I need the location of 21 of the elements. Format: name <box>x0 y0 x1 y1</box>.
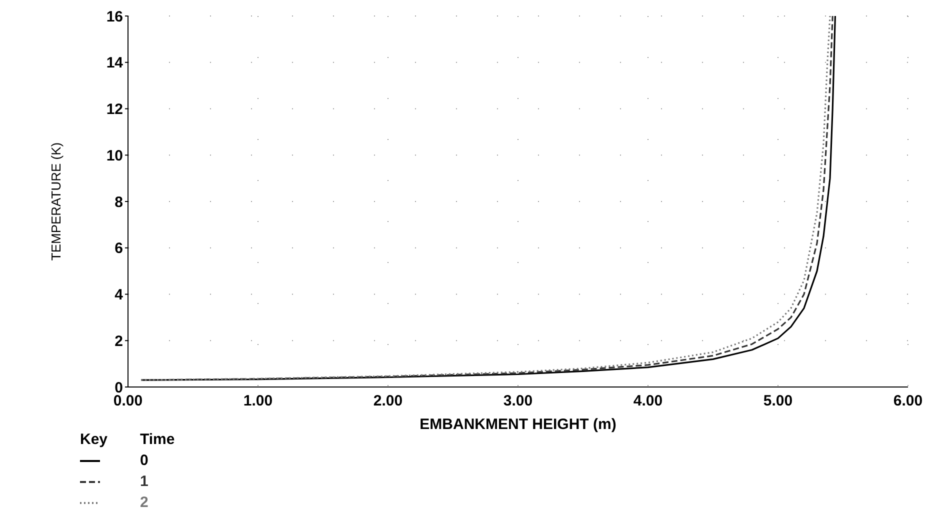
y-tick-label: 10 <box>106 147 123 164</box>
y-tick-label: 6 <box>114 240 123 258</box>
x-tick-label: 6.00 <box>893 392 923 410</box>
y-tick-label: 8 <box>114 194 123 211</box>
text: 1 <box>140 472 148 492</box>
text: 2 <box>140 493 148 513</box>
text: 0 <box>140 451 148 471</box>
x-tick-label: 5.00 <box>763 392 793 410</box>
x-tick-label: 3.00 <box>503 392 533 410</box>
y-tick-label: 12 <box>106 101 123 118</box>
legend-title: Time <box>140 430 175 450</box>
y-tick-label: 14 <box>106 54 124 72</box>
x-tick-label: 1.00 <box>243 392 273 410</box>
x-tick-label: 2.00 <box>373 392 403 410</box>
y-axis-title: TEMPERATURE (K) <box>48 142 64 261</box>
y-tick-label: 4 <box>114 286 124 304</box>
y-tick-label: 2 <box>114 332 123 350</box>
x-tick-label: 4.00 <box>633 392 663 410</box>
text: Key <box>80 430 109 450</box>
x-axis-title: EMBANKMENT HEIGHT (m) <box>420 416 616 433</box>
y-tick-label: 16 <box>106 8 123 26</box>
